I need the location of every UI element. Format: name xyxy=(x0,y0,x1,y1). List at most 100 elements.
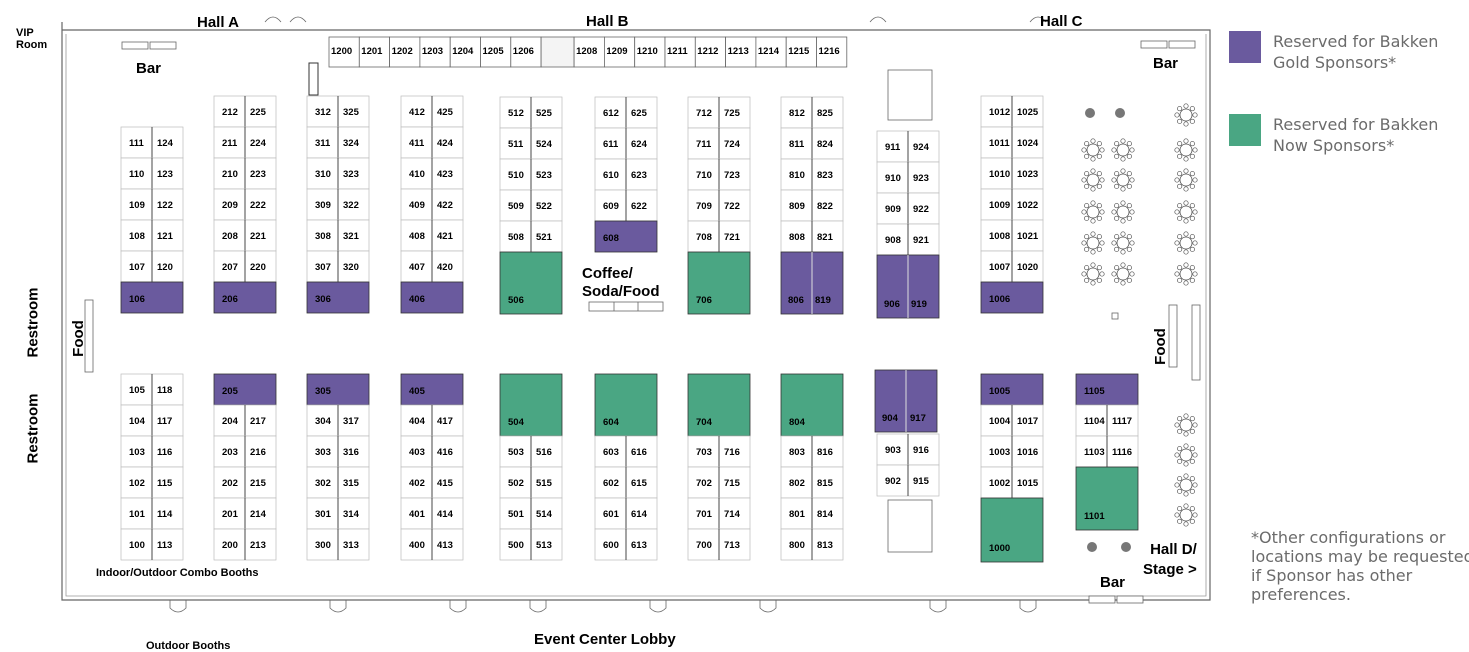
booth-813-number: 813 xyxy=(817,540,833,551)
legend-now-swatch xyxy=(1229,114,1261,146)
bar-counter xyxy=(1089,596,1115,603)
cocktail-table-icon xyxy=(1085,108,1095,118)
chair-icon xyxy=(1184,492,1188,496)
chair-icon xyxy=(1112,210,1116,214)
chair-icon xyxy=(1114,154,1118,158)
booth-1210-number: 1210 xyxy=(637,46,658,57)
booth-407-number: 407 xyxy=(409,262,425,273)
booth-802-number: 802 xyxy=(789,478,805,489)
chair-icon xyxy=(1112,178,1116,182)
booth-511-number: 511 xyxy=(508,139,524,150)
chair-icon xyxy=(1100,210,1104,214)
booth-515-number: 515 xyxy=(536,478,553,489)
booth-408-number: 408 xyxy=(409,231,425,242)
booth-314-number: 314 xyxy=(343,509,360,520)
booth-303-number: 303 xyxy=(315,447,331,458)
booth-1214-number: 1214 xyxy=(758,46,780,57)
chair-icon xyxy=(1184,250,1188,254)
chair-icon xyxy=(1114,265,1118,269)
booth-317-number: 317 xyxy=(343,416,359,427)
chair-icon xyxy=(1190,489,1194,493)
bar-counter xyxy=(150,42,176,49)
chair-icon xyxy=(1193,210,1197,214)
chair-icon xyxy=(1184,432,1188,436)
booth-307-number: 307 xyxy=(315,262,331,273)
booth-212-number: 212 xyxy=(222,107,238,118)
chair-icon xyxy=(1127,154,1131,158)
booth-113-number: 113 xyxy=(157,540,172,551)
bar-counter xyxy=(1117,596,1143,603)
chair-icon xyxy=(1114,141,1118,145)
booth-1101-number: 1101 xyxy=(1084,511,1105,522)
chair-icon xyxy=(1084,265,1088,269)
chair-icon xyxy=(1112,241,1116,245)
booth-1201-number: 1201 xyxy=(361,46,383,57)
event-center-lobby-label: Event Center Lobby xyxy=(534,631,676,648)
round-table-icon xyxy=(1117,237,1129,249)
booth-706-number: 706 xyxy=(696,295,712,306)
booth-107-number: 107 xyxy=(129,262,145,273)
door-icon xyxy=(760,600,776,612)
booth-823-number: 823 xyxy=(817,170,833,181)
legend-gold-swatch xyxy=(1229,31,1261,63)
chair-icon xyxy=(1121,201,1125,205)
booth-624-number: 624 xyxy=(631,139,648,150)
chair-icon xyxy=(1091,139,1095,143)
booth-712-number: 712 xyxy=(696,108,712,119)
booth-1203-number: 1203 xyxy=(422,46,443,57)
round-table-icon xyxy=(1087,237,1099,249)
booth-311-number: 311 xyxy=(315,138,331,149)
booth-521-number: 521 xyxy=(536,232,553,243)
chair-icon xyxy=(1084,171,1088,175)
booth-1024-number: 1024 xyxy=(1017,138,1039,149)
booth-1208-number: 1208 xyxy=(576,46,597,57)
booth-123-number: 123 xyxy=(157,169,173,180)
door-icon xyxy=(170,600,186,612)
booth-708-number: 708 xyxy=(696,232,712,243)
booth-819-number: 819 xyxy=(815,295,831,306)
booth-316-number: 316 xyxy=(343,447,359,458)
booth-715-number: 715 xyxy=(724,478,741,489)
booth-224-number: 224 xyxy=(250,138,267,149)
booth-609-number: 609 xyxy=(603,201,619,212)
chair-icon xyxy=(1184,169,1188,173)
booth-721-number: 721 xyxy=(724,232,741,243)
booth-306-number: 306 xyxy=(315,294,331,305)
booth-522-number: 522 xyxy=(536,201,552,212)
chair-icon xyxy=(1114,278,1118,282)
booth-1215-number: 1215 xyxy=(788,46,810,57)
combo-booths-label: Indoor/Outdoor Combo Booths xyxy=(96,567,259,579)
chair-icon xyxy=(1190,171,1194,175)
booth-803-number: 803 xyxy=(789,447,805,458)
booth-810-number: 810 xyxy=(789,170,805,181)
booth-1204-number: 1204 xyxy=(452,46,474,57)
booth-309-number: 309 xyxy=(315,200,331,211)
booth-204-number: 204 xyxy=(222,416,239,427)
booth-714-number: 714 xyxy=(724,509,741,520)
bar-counter xyxy=(1169,41,1195,48)
booth-106-number: 106 xyxy=(129,294,145,305)
round-table-icon xyxy=(1117,268,1129,280)
chair-icon xyxy=(1177,247,1181,251)
booth-203-number: 203 xyxy=(222,447,238,458)
booth-1202-number: 1202 xyxy=(392,46,413,57)
chair-icon xyxy=(1121,139,1125,143)
door-icon xyxy=(265,17,281,22)
chair-icon xyxy=(1184,444,1188,448)
chair-icon xyxy=(1097,234,1101,238)
chair-icon xyxy=(1121,232,1125,236)
booth-103-number: 103 xyxy=(129,447,145,458)
booth-320-number: 320 xyxy=(343,262,359,273)
round-table-icon xyxy=(1117,174,1129,186)
chair-icon xyxy=(1184,474,1188,478)
booth-525-number: 525 xyxy=(536,108,553,119)
pillar xyxy=(309,63,318,95)
booth-313-number: 313 xyxy=(343,540,359,551)
booth-906-number: 906 xyxy=(884,299,900,310)
booth-700-number: 700 xyxy=(696,540,712,551)
booth-1200-number: 1200 xyxy=(331,46,352,57)
chair-icon xyxy=(1127,216,1131,220)
chair-icon xyxy=(1127,184,1131,188)
legend-gold-text: Reserved for Bakken Gold Sponsors* xyxy=(1273,31,1469,73)
chair-icon xyxy=(1121,157,1125,161)
